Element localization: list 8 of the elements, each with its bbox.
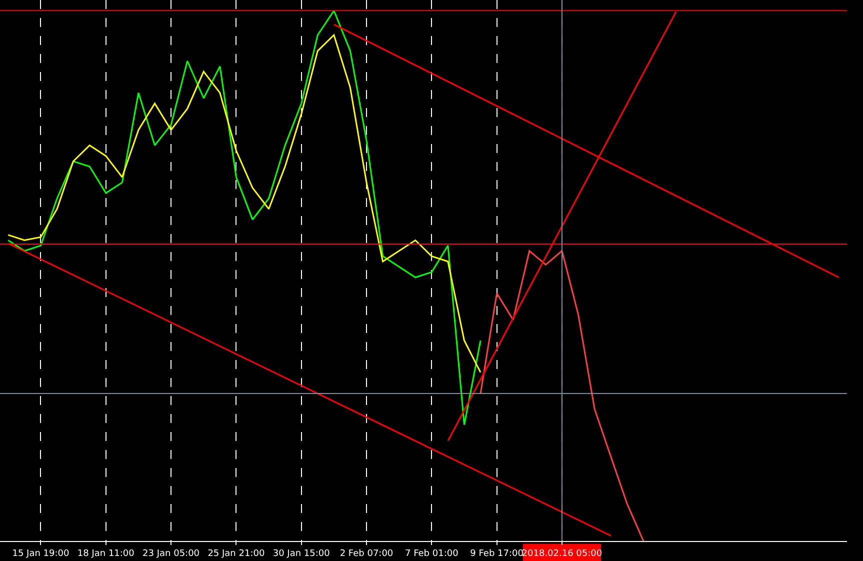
x-tick-label: 7 Feb 01:00 [404,548,459,559]
x-tick-label: 15 Jan 19:00 [12,548,70,559]
x-tick-label: 18 Jan 11:00 [77,548,135,559]
x-tick-label: 9 Feb 17:00 [470,548,524,559]
x-tick-label: 2 Feb 07:00 [340,548,394,559]
x-tick-label: 30 Jan 15:00 [272,548,330,559]
x-tick-label: 23 Jan 05:00 [142,548,200,559]
x-tick-label: 25 Jan 21:00 [208,548,265,559]
